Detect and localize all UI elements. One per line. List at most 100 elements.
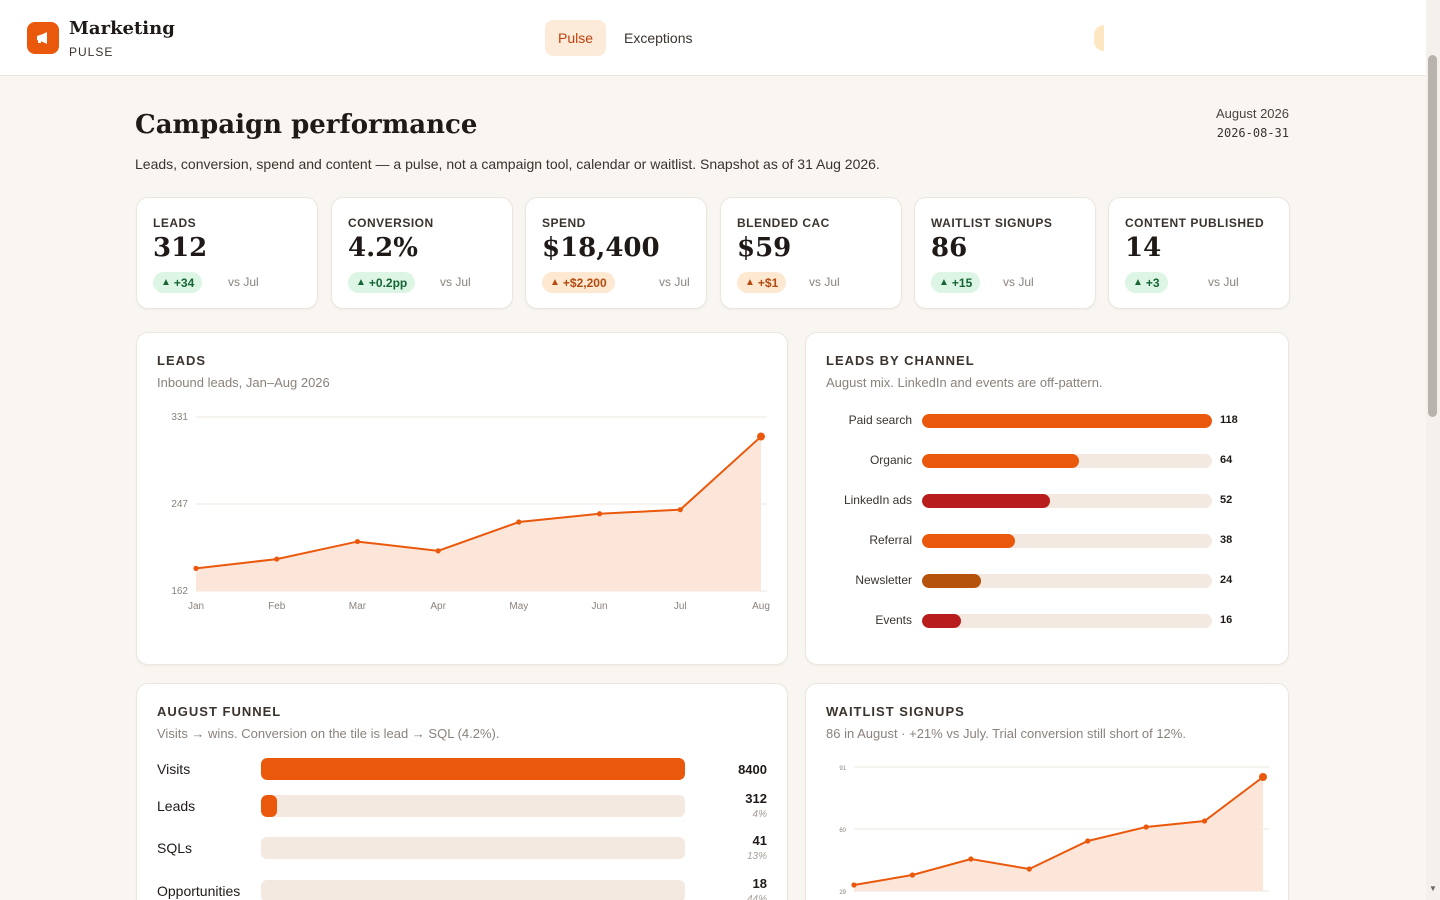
x-tick-label: Jan: [188, 601, 204, 612]
kpi-value: 312: [153, 233, 208, 263]
y-tick-label: 162: [171, 586, 188, 597]
channel-value: 38: [1220, 534, 1233, 546]
kpi-value: 14: [1125, 233, 1162, 263]
channel-row[interactable]: Organic 64: [806, 451, 1288, 471]
data-point[interactable]: [677, 507, 683, 513]
channel-label: Newsletter: [855, 573, 912, 587]
data-point[interactable]: [851, 882, 857, 888]
data-point[interactable]: [757, 432, 765, 441]
kpi-delta-badge: ▲ +34: [153, 272, 203, 293]
kpi-tile-spend[interactable]: SPEND $18,400 ▲ +$2,200 vs Jul: [525, 197, 707, 309]
kpi-delta-text: +0.2pp: [368, 275, 408, 290]
channel-bar: [922, 574, 981, 588]
kpi-tile-waitlist-signups[interactable]: WAITLIST SIGNUPS 86 ▲ +15 vs Jul: [914, 197, 1096, 309]
channel-row[interactable]: Events 16: [806, 611, 1288, 631]
data-point[interactable]: [1201, 818, 1208, 824]
scroll-down-arrow-icon[interactable]: ▼: [1429, 884, 1437, 893]
channel-label: LinkedIn ads: [843, 493, 912, 507]
leads-card-subtitle: Inbound leads, Jan–Aug 2026: [157, 375, 330, 390]
app-subtitle: PULSE: [69, 45, 114, 59]
triangle-up-icon: ▲: [550, 277, 560, 288]
channel-bar: [922, 454, 1080, 468]
triangle-up-icon: ▲: [161, 277, 171, 288]
funnel-bar-track[interactable]: [261, 795, 685, 817]
funnel-stage-label: Visits: [157, 761, 191, 777]
data-point[interactable]: [596, 511, 603, 517]
channel-value: 52: [1220, 494, 1233, 506]
data-point[interactable]: [1026, 866, 1032, 872]
channel-bar: [922, 614, 962, 628]
data-point[interactable]: [354, 538, 361, 545]
channel-bar-track: [922, 614, 1212, 628]
channel-bar-track: [922, 454, 1212, 468]
kpi-value: $18,400: [542, 233, 660, 263]
kpi-tile-leads[interactable]: LEADS 312 ▲ +34 vs Jul: [136, 197, 318, 309]
kpi-label: CONTENT PUBLISHED: [1125, 216, 1265, 230]
data-point[interactable]: [516, 519, 522, 525]
kpi-tile-content-published[interactable]: CONTENT PUBLISHED 14 ▲ +3 vs Jul: [1108, 197, 1290, 309]
megaphone-icon[interactable]: [27, 22, 59, 54]
channel-card-title: LEADS BY CHANNEL: [826, 353, 975, 368]
kpi-delta-badge: ▲ +$1: [737, 272, 787, 293]
channel-bar-track: [922, 534, 1212, 548]
funnel-card-subtitle: Visits → wins. Conversion on the tile is…: [157, 726, 500, 741]
funnel-stage-value: 41: [752, 833, 767, 848]
scrollbar-thumb[interactable]: [1428, 55, 1437, 417]
kpi-label: SPEND: [542, 216, 586, 230]
kpi-tile-conversion[interactable]: CONVERSION 4.2% ▲ +0.2pp vs Jul: [331, 197, 513, 309]
kpi-delta-badge: ▲ +$2,200: [542, 272, 615, 293]
x-tick-label: Mar: [349, 601, 367, 612]
data-point[interactable]: [1143, 824, 1149, 830]
y-tick-label: 331: [171, 412, 188, 423]
x-tick-label: May: [509, 601, 528, 612]
funnel-bar: [261, 795, 277, 817]
data-point[interactable]: [1085, 838, 1091, 844]
channel-row[interactable]: Referral 38: [806, 531, 1288, 551]
funnel-bar-track[interactable]: [261, 758, 685, 780]
channel-label: Organic: [869, 453, 912, 467]
data-point[interactable]: [193, 565, 199, 571]
period-date: 2026-08-31: [1216, 126, 1289, 140]
channel-value: 64: [1220, 454, 1233, 466]
avatar[interactable]: [1094, 25, 1104, 51]
funnel-bar: [261, 758, 685, 780]
page-subtitle: Leads, conversion, spend and content — a…: [135, 156, 880, 172]
triangle-up-icon: ▲: [939, 277, 949, 288]
y-tick-label: 91: [839, 766, 846, 772]
kpi-label: LEADS: [153, 216, 197, 230]
kpi-comparison: vs Jul: [440, 275, 471, 289]
channel-row[interactable]: LinkedIn ads 52: [806, 491, 1288, 511]
funnel-bar-track[interactable]: [261, 837, 685, 859]
funnel-bar-track[interactable]: [261, 880, 685, 900]
data-point[interactable]: [968, 856, 974, 862]
channel-label: Paid search: [848, 413, 912, 427]
channel-value: 118: [1220, 414, 1238, 426]
data-point[interactable]: [435, 548, 441, 554]
triangle-up-icon: ▲: [745, 277, 755, 288]
data-point[interactable]: [1259, 773, 1267, 781]
kpi-label: CONVERSION: [348, 216, 434, 230]
funnel-stage-value: 312: [745, 791, 767, 806]
data-point[interactable]: [274, 556, 280, 562]
triangle-up-icon: ▲: [356, 277, 366, 288]
channel-row[interactable]: Newsletter 24: [806, 571, 1288, 591]
kpi-label: BLENDED CAC: [737, 216, 830, 230]
funnel-stage-label: Leads: [157, 798, 196, 814]
channel-bar: [922, 414, 1212, 428]
funnel-stage-label: SQLs: [157, 840, 193, 856]
tab-exceptions[interactable]: Exceptions: [624, 30, 693, 46]
waitlist-card: WAITLIST SIGNUPS 86 in August · +21% vs …: [805, 683, 1289, 900]
channel-bar-track: [922, 494, 1212, 508]
channel-row[interactable]: Paid search 118: [806, 411, 1288, 431]
top-bar: Marketing PULSE Pulse Exceptions: [0, 0, 1426, 76]
kpi-tile-blended-cac[interactable]: BLENDED CAC $59 ▲ +$1 vs Jul: [720, 197, 902, 309]
x-tick-label: Apr: [430, 601, 446, 612]
kpi-comparison: vs Jul: [1208, 275, 1239, 289]
tab-pulse[interactable]: Pulse: [545, 20, 607, 56]
funnel-stage-value: 18: [752, 876, 767, 891]
channel-bar: [922, 534, 1016, 548]
data-point[interactable]: [909, 872, 916, 878]
funnel-card: AUGUST FUNNEL Visits → wins. Conversion …: [136, 683, 788, 900]
x-tick-label: Jul: [674, 601, 687, 612]
